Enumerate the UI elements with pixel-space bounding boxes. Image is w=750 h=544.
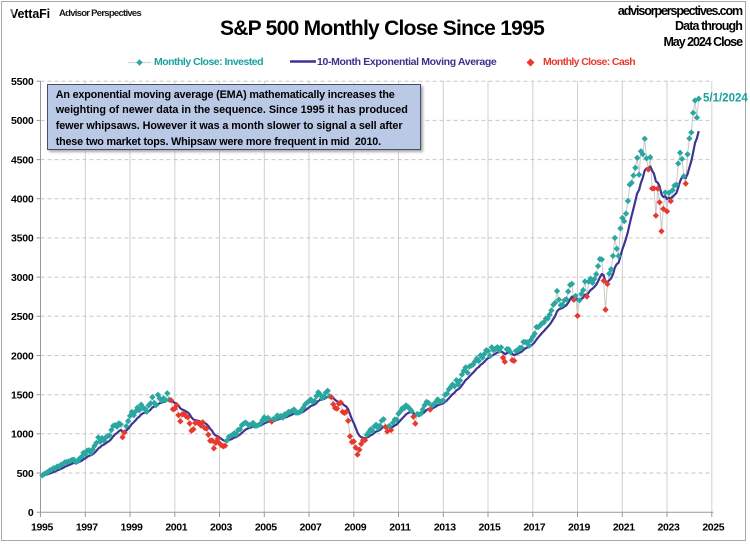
svg-text:1000: 1000: [11, 429, 34, 441]
svg-text:2007: 2007: [300, 521, 322, 533]
svg-text:4000: 4000: [11, 194, 34, 206]
svg-text:2025: 2025: [702, 521, 724, 533]
svg-text:1999: 1999: [121, 521, 143, 533]
svg-text:5000: 5000: [11, 115, 34, 127]
svg-text:2017: 2017: [523, 521, 545, 533]
svg-text:2000: 2000: [11, 350, 34, 362]
svg-text:1995: 1995: [31, 521, 53, 533]
svg-text:4500: 4500: [11, 154, 34, 166]
svg-text:3500: 3500: [11, 233, 34, 245]
svg-text:5500: 5500: [11, 76, 34, 88]
svg-text:2001: 2001: [165, 521, 187, 533]
svg-text:2015: 2015: [479, 521, 501, 533]
svg-text:2011: 2011: [389, 521, 411, 533]
svg-text:3000: 3000: [11, 272, 34, 284]
svg-text:1500: 1500: [11, 390, 34, 402]
svg-text:2500: 2500: [11, 311, 34, 323]
svg-text:2021: 2021: [613, 521, 635, 533]
svg-text:2005: 2005: [255, 521, 277, 533]
svg-text:2009: 2009: [344, 521, 366, 533]
svg-text:500: 500: [17, 468, 34, 480]
svg-text:5/1/2024: 5/1/2024: [703, 93, 748, 105]
svg-text:2019: 2019: [568, 521, 590, 533]
svg-text:2013: 2013: [434, 521, 456, 533]
svg-text:0: 0: [28, 507, 34, 519]
svg-text:1997: 1997: [76, 521, 98, 533]
svg-text:2003: 2003: [210, 521, 232, 533]
svg-text:2023: 2023: [658, 521, 680, 533]
